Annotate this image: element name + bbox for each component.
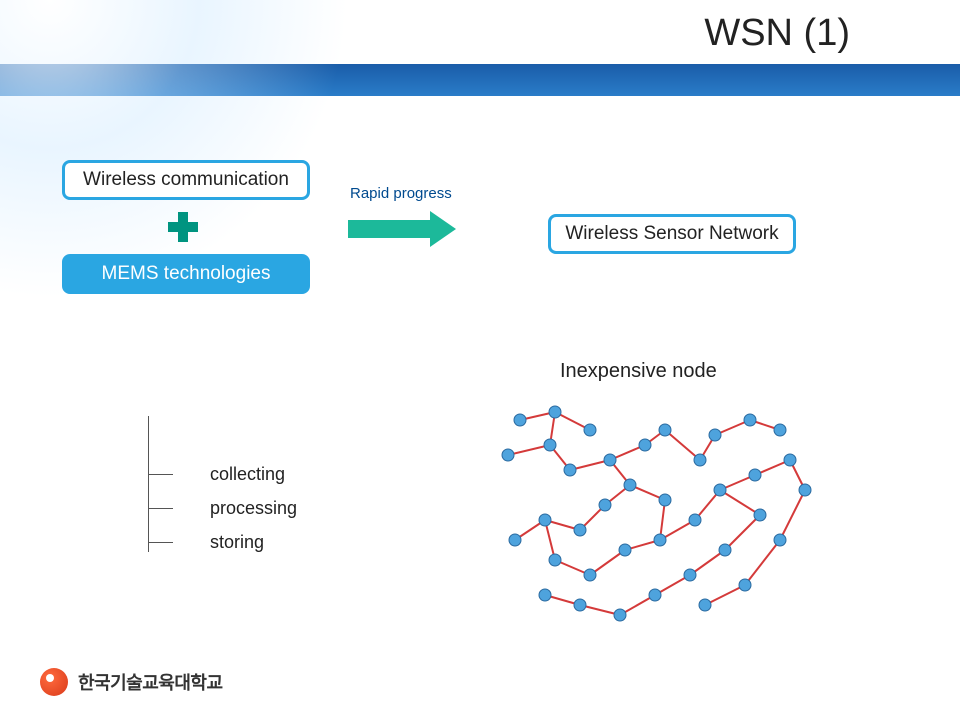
arrow-label: Rapid progress: [350, 185, 452, 202]
cloud-shape-icon: [176, 380, 336, 452]
cloud-environmental-info: Environmental Info: [176, 380, 336, 452]
footer-logo-icon: [40, 668, 68, 696]
box-mems-technologies: MEMS technologies: [62, 254, 310, 294]
cloud-line1: Environmental: [198, 395, 313, 415]
bracket: [148, 416, 149, 552]
header-band: [0, 64, 960, 96]
label-collecting: collecting: [210, 464, 285, 485]
label-inexpensive-node: Inexpensive node: [560, 360, 717, 383]
bracket-tick: [149, 474, 173, 475]
box-wireless-communication: Wireless communication: [62, 160, 310, 200]
network-diagram: [460, 390, 840, 630]
arrow-head-icon: [430, 211, 456, 247]
bracket-tick: [149, 508, 173, 509]
page-title: WSN (1): [704, 12, 850, 55]
box-wireless-sensor-network: Wireless Sensor Network: [548, 214, 796, 254]
arrow-body: [348, 220, 430, 238]
label-storing: storing: [210, 532, 264, 553]
bracket-tick: [149, 542, 173, 543]
footer-logo-text: 한국기술교육대학교: [78, 669, 223, 695]
label-processing: processing: [210, 498, 297, 519]
footer-logo: 한국기술교육대학교: [40, 668, 223, 696]
cloud-line2: Info: [241, 417, 271, 437]
plus-icon: [168, 212, 198, 242]
